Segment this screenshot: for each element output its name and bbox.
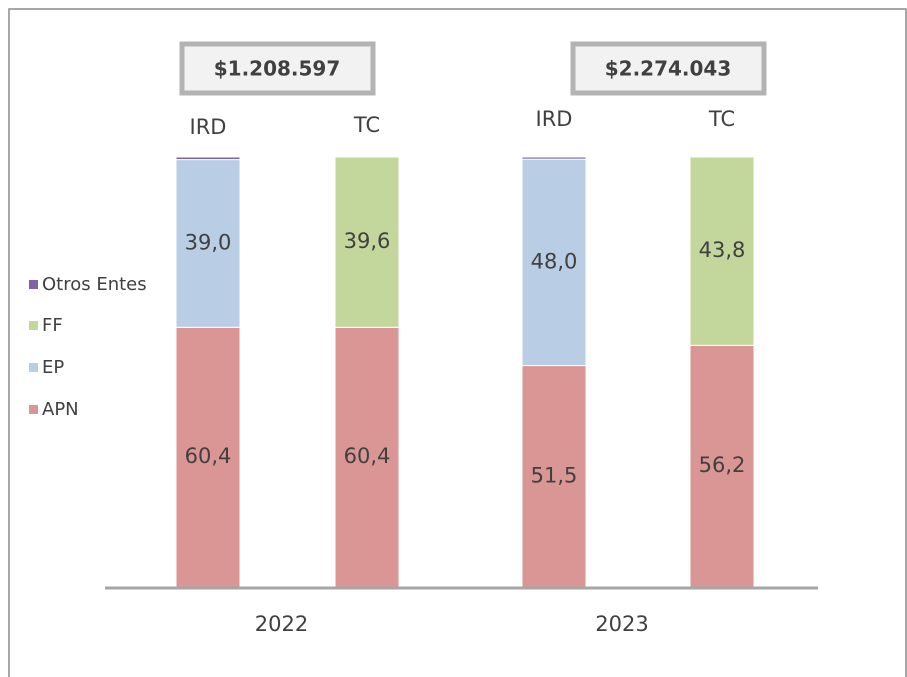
bar-segment: [521, 158, 587, 367]
x-tick-label: IRD: [536, 107, 573, 131]
bar-segment: [689, 156, 755, 346]
bar-segment: [175, 156, 241, 161]
legend-swatch: [29, 363, 38, 372]
data-label: 56,2: [699, 453, 746, 477]
data-label: 43,8: [699, 238, 746, 262]
bar-segment: [175, 326, 241, 588]
legend-label: EP: [42, 357, 64, 378]
total-label: $1.208.597: [214, 57, 341, 81]
data-label: 48,0: [531, 249, 578, 273]
total-label: $2.274.043: [605, 57, 732, 81]
bar-segment: [334, 156, 400, 328]
group-label: 2022: [255, 612, 308, 636]
total-box: [179, 41, 376, 96]
data-label: 51,5: [531, 463, 578, 487]
legend-label: APN: [42, 399, 79, 420]
frame: [8, 8, 907, 677]
data-label: 60,4: [344, 444, 391, 468]
x-tick-label: TC: [353, 113, 380, 137]
legend-swatch: [29, 280, 38, 289]
data-label: 39,0: [185, 230, 232, 254]
legend-label: FF: [42, 315, 63, 336]
bar-segment: [175, 159, 241, 328]
legend-swatch: [29, 405, 38, 414]
data-label: 60,4: [185, 444, 232, 468]
total-box: [570, 41, 767, 96]
x-tick-label: IRD: [190, 115, 227, 139]
data-label: 39,6: [344, 229, 391, 253]
bar-segment: [521, 156, 587, 160]
group-label: 2023: [595, 612, 648, 636]
legend-swatch: [29, 321, 38, 330]
legend-label: Otros Entes: [42, 274, 147, 295]
bar-segment: [521, 365, 587, 588]
x-tick-label: TC: [708, 107, 735, 131]
